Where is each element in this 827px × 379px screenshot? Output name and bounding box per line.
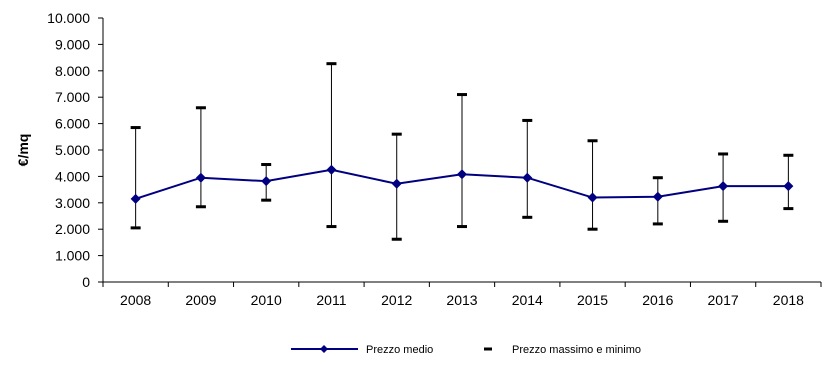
x-axis: 2008 2009 2010 2011 2012 2013 2014 2015 2016 2017… xyxy=(102,281,822,308)
mean-point xyxy=(130,193,141,204)
legend-label-range: Prezzo massimo e minimo xyxy=(512,344,641,356)
y-tick-label: 7.000 xyxy=(55,89,90,105)
min-marker xyxy=(195,205,206,209)
max-marker xyxy=(130,126,141,130)
max-marker xyxy=(652,176,663,180)
mean-point xyxy=(195,172,206,183)
y-tick-label: 5.000 xyxy=(55,142,90,158)
min-marker xyxy=(130,226,141,230)
x-tick-label: 2011 xyxy=(316,292,346,308)
mean-point xyxy=(522,172,533,183)
x-tick-label: 2014 xyxy=(512,292,543,308)
x-tick-label: 2012 xyxy=(381,292,412,308)
mean-point xyxy=(457,169,467,180)
y-axis-label: €/mq xyxy=(15,134,31,167)
min-marker xyxy=(522,215,533,219)
y-tick-label: 4.000 xyxy=(55,168,90,184)
mean-series xyxy=(130,164,794,204)
min-marker xyxy=(261,198,272,202)
min-marker xyxy=(652,222,663,226)
max-marker xyxy=(587,139,598,143)
x-tick-label: 2017 xyxy=(708,292,739,308)
mean-point xyxy=(718,181,729,192)
whiskers xyxy=(130,62,794,241)
mean-point xyxy=(587,192,598,203)
min-marker xyxy=(457,225,467,229)
min-marker xyxy=(783,207,794,211)
x-tick-label: 2009 xyxy=(185,292,216,308)
mean-point xyxy=(326,164,337,175)
x-tick-label: 2015 xyxy=(577,292,608,308)
legend: Prezzo medio Prezzo massimo e minimo xyxy=(291,344,641,356)
y-tick-label: 3.000 xyxy=(55,195,90,211)
min-marker xyxy=(718,219,729,223)
max-marker xyxy=(261,163,272,167)
y-tick-label: 10.000 xyxy=(47,10,90,26)
mean-point xyxy=(783,181,794,192)
max-marker xyxy=(391,132,402,136)
max-marker xyxy=(326,62,337,66)
mean-point xyxy=(652,191,663,202)
y-tick-label: 0 xyxy=(82,274,90,290)
min-marker xyxy=(326,225,337,229)
min-marker xyxy=(391,237,402,241)
max-marker xyxy=(718,152,729,156)
y-tick-label: 2.000 xyxy=(55,221,90,237)
x-tick-label: 2010 xyxy=(251,292,282,308)
x-tick-label: 2018 xyxy=(773,292,804,308)
legend-dash-swatch xyxy=(484,347,492,351)
y-tick-label: 6.000 xyxy=(55,116,90,132)
max-marker xyxy=(522,118,533,122)
min-marker xyxy=(587,227,598,231)
x-tick-label: 2013 xyxy=(446,292,477,308)
mean-point xyxy=(261,176,272,187)
y-tick-label: 8.000 xyxy=(55,63,90,79)
y-tick-label: 1.000 xyxy=(55,248,90,264)
y-tick-label: 9.000 xyxy=(55,36,90,52)
x-tick-label: 2008 xyxy=(120,292,151,308)
legend-diamond-swatch xyxy=(320,345,328,353)
x-tick-label: 2016 xyxy=(642,292,673,308)
y-axis: 0 1.000 2.000 3.000 4.000 5.000 6.000 7.000 8.00… xyxy=(47,10,104,290)
max-marker xyxy=(783,153,794,157)
max-marker xyxy=(457,93,467,97)
max-marker xyxy=(195,106,206,110)
legend-label-mean: Prezzo medio xyxy=(366,344,433,356)
mean-point xyxy=(391,178,402,189)
